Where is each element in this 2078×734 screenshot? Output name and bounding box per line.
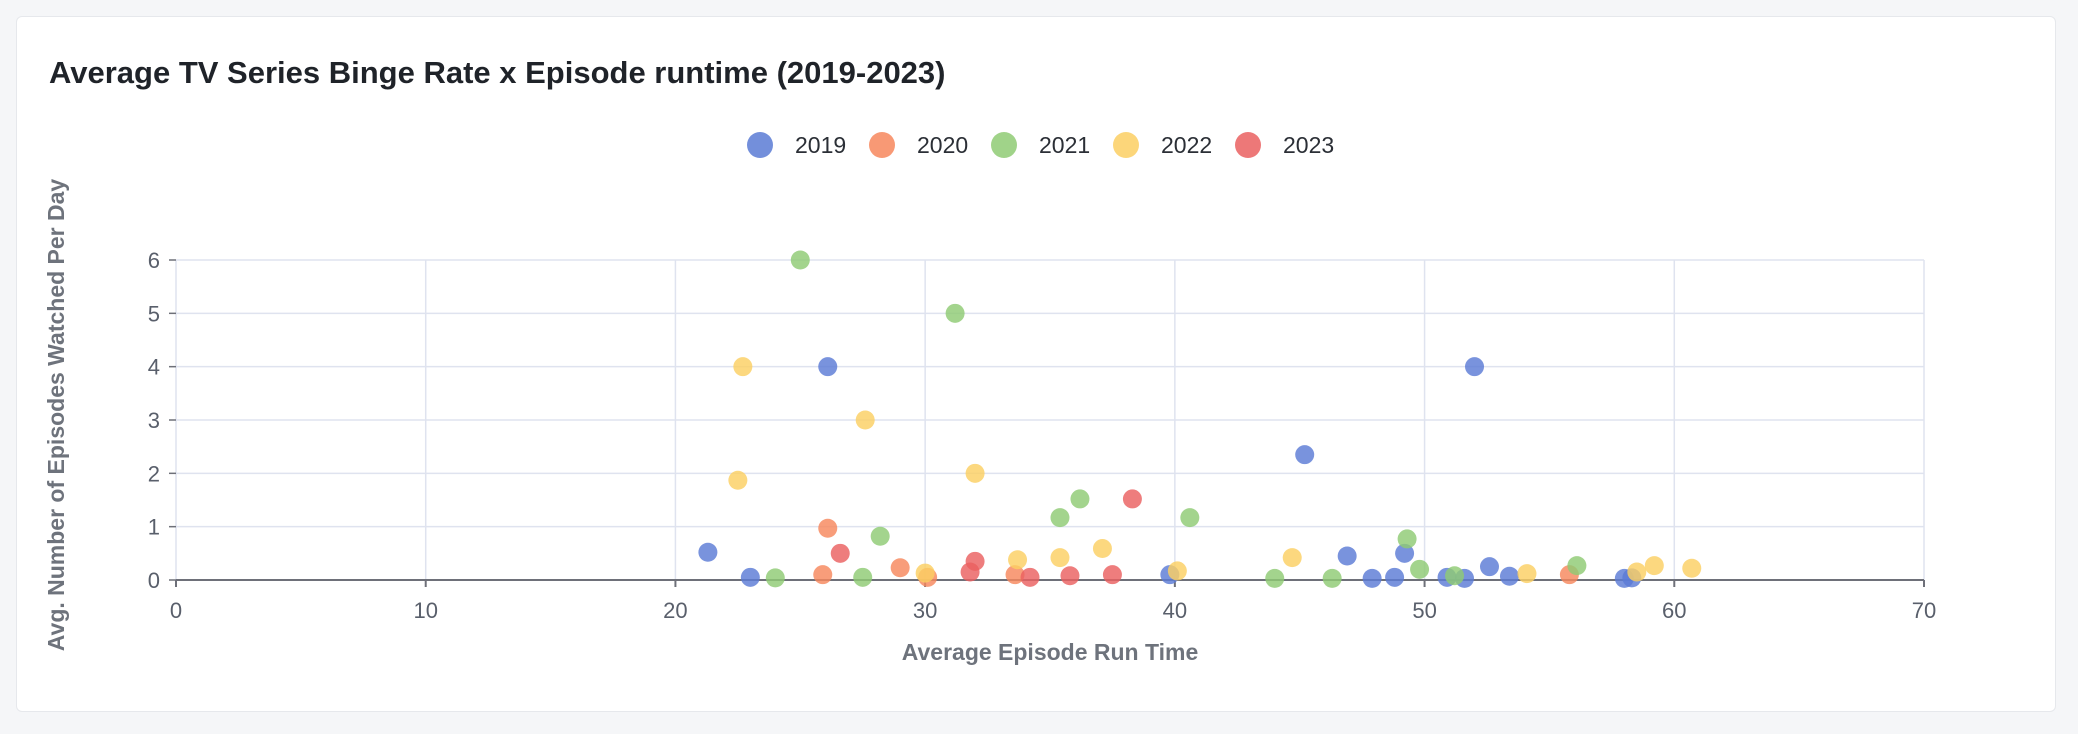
legend-label: 2023 [1283, 132, 1334, 158]
point-2022 [1627, 562, 1647, 582]
x-tick-label: 10 [413, 598, 437, 623]
point-2023 [830, 543, 850, 563]
point-2020 [890, 558, 910, 578]
x-tick-label: 60 [1662, 598, 1686, 623]
point-2020 [813, 565, 833, 585]
chart-title: Average TV Series Binge Rate x Episode r… [49, 55, 946, 90]
x-tick-label: 40 [1163, 598, 1187, 623]
point-2022 [1008, 550, 1028, 570]
legend-label: 2020 [917, 132, 968, 158]
point-2021 [870, 526, 890, 546]
point-2022 [1050, 548, 1070, 568]
point-2021 [1567, 556, 1587, 576]
x-tick-label: 50 [1412, 598, 1436, 623]
point-2019 [1362, 568, 1382, 588]
point-2022 [1167, 561, 1187, 581]
x-tick-label: 70 [1912, 598, 1936, 623]
point-2019 [1337, 546, 1357, 566]
x-tick-label: 20 [663, 598, 687, 623]
point-2019 [1385, 567, 1405, 587]
point-2022 [855, 410, 875, 430]
point-2022 [1682, 558, 1702, 578]
point-2021 [1070, 489, 1090, 509]
point-2023 [1122, 489, 1142, 509]
legend-label: 2019 [795, 132, 846, 158]
point-2019 [1465, 357, 1485, 377]
point-2021 [1397, 529, 1417, 549]
point-2019 [1395, 543, 1415, 563]
chart-card: Average TV Series Binge Rate x Episode r… [16, 16, 2056, 712]
point-2020 [1005, 565, 1025, 585]
point-2019 [1499, 566, 1519, 586]
point-2021 [765, 568, 785, 588]
point-2021 [1445, 566, 1465, 586]
point-2020 [818, 518, 838, 538]
x-axis-title: Average Episode Run Time [902, 639, 1199, 665]
point-2021 [1265, 568, 1285, 588]
point-2022 [965, 463, 985, 483]
point-2019 [740, 567, 760, 587]
point-2019 [1295, 445, 1315, 465]
legend-label: 2021 [1039, 132, 1090, 158]
point-2023 [1102, 565, 1122, 585]
legend-marker [1235, 132, 1261, 158]
point-2022 [1517, 564, 1537, 584]
point-2021 [1050, 508, 1070, 528]
legend-label: 2022 [1161, 132, 1212, 158]
point-2021 [1410, 559, 1430, 579]
y-tick-label: 2 [148, 461, 160, 486]
legend-marker [1113, 132, 1139, 158]
y-tick-label: 1 [148, 515, 160, 540]
y-tick-label: 0 [148, 568, 160, 593]
x-tick-label: 0 [170, 598, 182, 623]
point-2023 [965, 551, 985, 571]
point-2023 [1020, 567, 1040, 587]
point-2022 [1282, 548, 1302, 568]
point-2022 [1092, 539, 1112, 559]
point-2019 [698, 542, 718, 562]
point-2021 [945, 303, 965, 323]
point-2021 [790, 250, 810, 270]
y-tick-label: 5 [148, 301, 160, 326]
point-2019 [818, 357, 838, 377]
y-axis-title: Avg. Number of Episodes Watched Per Day [43, 179, 69, 652]
point-2019 [1479, 557, 1499, 577]
x-tick-label: 30 [913, 598, 937, 623]
point-2022 [915, 563, 935, 583]
legend-marker [869, 132, 895, 158]
point-2021 [1322, 568, 1342, 588]
point-2022 [733, 357, 753, 377]
point-2022 [1644, 556, 1664, 576]
y-tick-label: 4 [148, 355, 160, 380]
y-tick-label: 6 [148, 248, 160, 273]
point-2021 [1180, 508, 1200, 528]
point-2021 [853, 567, 873, 587]
y-tick-label: 3 [148, 408, 160, 433]
legend-marker [991, 132, 1017, 158]
point-2022 [728, 470, 748, 490]
legend-marker [747, 132, 773, 158]
point-2023 [1060, 566, 1080, 586]
